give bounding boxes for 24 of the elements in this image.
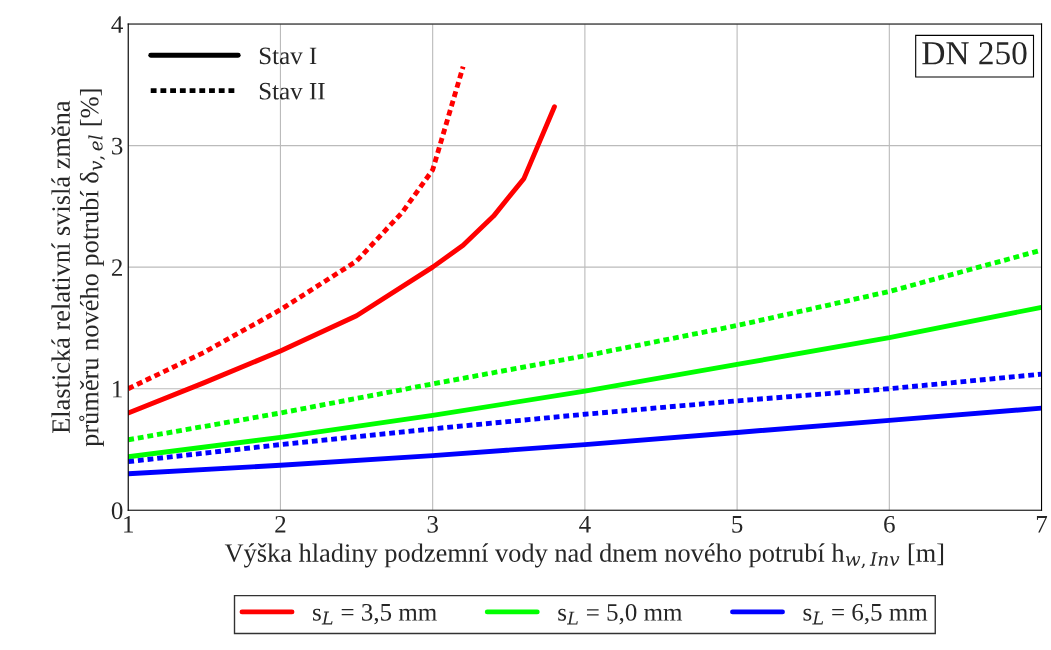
annotation: Stav II — [259, 82, 325, 100]
legend-label: s$_{L}$ = 3,5 mm — [313, 603, 437, 625]
x-axis-title: Výška hladiny podzemní vody nad dnem nového potrubí h$_{w,Inv}$ [m] — [224, 543, 944, 569]
x-tick-label: 3 — [427, 515, 438, 533]
annotation: DN 250 — [922, 42, 1027, 65]
x-tick-label: 2 — [275, 515, 286, 533]
y-tick-label: 0 — [111, 502, 123, 520]
line-series — [128, 64, 466, 392]
x-tick-label: 4 — [579, 516, 591, 533]
x-tick-label: 7 — [1036, 516, 1048, 533]
y-tick-label: 2 — [111, 259, 122, 276]
y-tick-label: 4 — [111, 16, 123, 33]
y-tick-label: 1 — [113, 380, 122, 398]
line-series — [128, 104, 557, 416]
y-tick-label: 3 — [112, 137, 123, 155]
legend-label: s$_{L}$ = 6,5 mm — [803, 603, 928, 625]
y-axis-title: Elastická relativní svislá změna průměru nového potrubí δ$_{v,el}$ [%] — [51, 89, 105, 447]
line-series — [128, 371, 1042, 465]
line-series — [128, 304, 1042, 460]
annotation: Stav I — [259, 47, 317, 65]
line-series — [128, 405, 1042, 477]
legend-label: s$_{L}$ = 5,0 mm — [558, 603, 683, 625]
x-tick-label: 5 — [732, 516, 743, 533]
x-tick-label: 6 — [884, 515, 895, 533]
